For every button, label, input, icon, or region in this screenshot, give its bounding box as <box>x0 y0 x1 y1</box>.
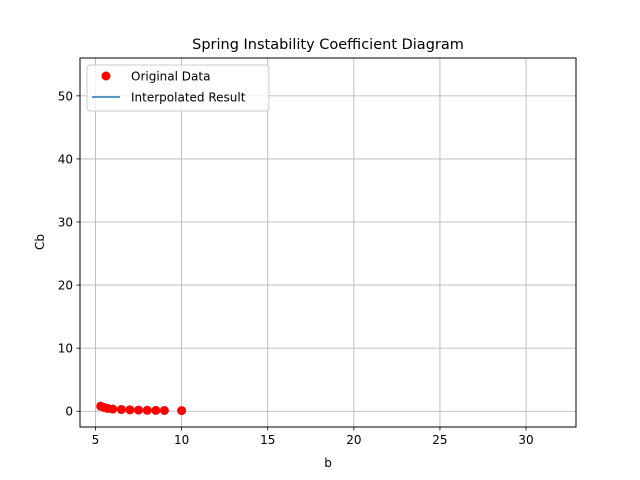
plot-frame <box>79 57 577 428</box>
axis-ticks: 5 10 15 20 25 30 0 10 20 30 40 50 <box>58 89 534 447</box>
data-point <box>159 405 169 415</box>
legend-box <box>86 64 270 112</box>
y-tick-label: 20 <box>58 279 73 293</box>
data-point <box>177 406 187 416</box>
legend-marker-original-data <box>101 71 111 81</box>
legend: Original Data Interpolated Result <box>86 64 270 112</box>
chart-title: Spring Instability Coefficient Diagram <box>192 37 464 53</box>
x-tick-label: 25 <box>432 433 447 447</box>
x-tick-label: 20 <box>346 433 361 447</box>
y-axis-label: Cb <box>33 234 47 250</box>
x-axis-label: b <box>324 456 332 470</box>
data-point <box>134 405 144 415</box>
x-tick-label: 5 <box>92 433 100 447</box>
data-point <box>108 404 118 414</box>
y-tick-label: 50 <box>58 89 73 103</box>
x-tick-label: 30 <box>518 433 533 447</box>
x-tick-label: 10 <box>174 433 189 447</box>
data-point <box>142 405 152 415</box>
legend-label-interpolated-result: Interpolated Result <box>131 91 246 105</box>
grid <box>80 58 576 427</box>
plot-data <box>96 401 187 416</box>
data-point <box>116 404 126 414</box>
x-tick-label: 15 <box>260 433 275 447</box>
y-tick-label: 0 <box>65 405 73 419</box>
y-tick-label: 10 <box>58 342 73 356</box>
y-tick-label: 30 <box>58 216 73 230</box>
y-tick-label: 40 <box>58 152 73 166</box>
data-point <box>151 405 161 415</box>
legend-label-original-data: Original Data <box>131 70 210 84</box>
data-point <box>125 405 135 415</box>
